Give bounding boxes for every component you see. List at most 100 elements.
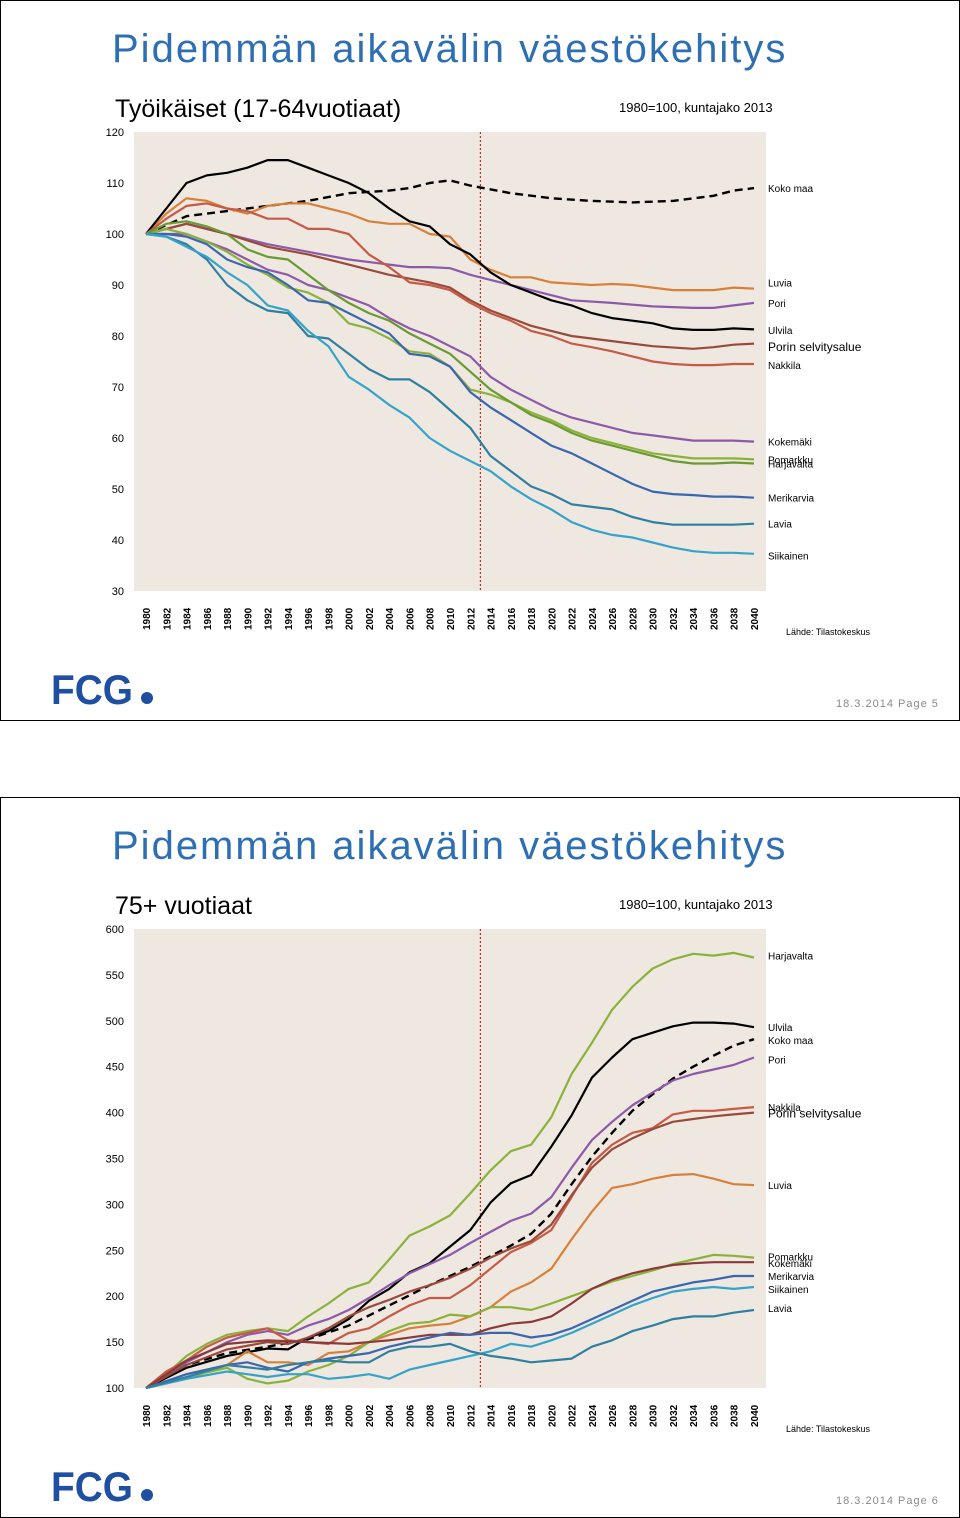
x-tick-label: 2032 bbox=[669, 607, 680, 630]
x-tick-label: 1986 bbox=[203, 607, 214, 630]
chart-75-plus: 75+ vuotiaat 1980=100, kuntajako 2013 100 1… bbox=[106, 892, 871, 1434]
x-tick-label: 2034 bbox=[689, 607, 700, 630]
x-tick-label: 2014 bbox=[487, 1404, 498, 1427]
slide-title: Pidemmän aikavälin väestökehitys bbox=[112, 824, 788, 868]
x-tick-label: 2004 bbox=[385, 1404, 396, 1427]
y-tick-label: 500 bbox=[106, 1016, 124, 1028]
series-label: Kokemäki bbox=[768, 438, 812, 449]
x-tick-label: 2024 bbox=[588, 1404, 599, 1427]
x-tick-label: 2004 bbox=[385, 607, 396, 630]
y-tick-label: 40 bbox=[112, 535, 124, 547]
y-tick-label: 450 bbox=[106, 1062, 124, 1074]
series-line bbox=[145, 1056, 755, 1389]
series-label: Nakkila bbox=[768, 1103, 801, 1114]
series-line bbox=[145, 1285, 755, 1390]
x-tick-label: 1996 bbox=[304, 607, 315, 630]
fcg-logo: FCG bbox=[51, 1468, 153, 1508]
series-label: Koko maa bbox=[768, 184, 813, 195]
x-tick-label: 1988 bbox=[223, 607, 234, 630]
y-tick-label: 30 bbox=[112, 586, 124, 598]
series-label: Nakkila bbox=[768, 361, 801, 372]
x-tick-label: 2022 bbox=[568, 1404, 579, 1427]
x-tick-label: 1980 bbox=[142, 607, 153, 630]
chart-subtitle: 1980=100, kuntajako 2013 bbox=[619, 100, 773, 115]
series-label: Koko maa bbox=[768, 1036, 813, 1047]
series-label: Kokemäki bbox=[768, 1259, 812, 1270]
footer-page-number: Page 5 bbox=[898, 698, 939, 710]
series-line bbox=[145, 220, 755, 465]
series-label: Merikarvia bbox=[768, 1272, 815, 1283]
series-line bbox=[145, 951, 755, 1389]
chart-subtitle: 1980=100, kuntajako 2013 bbox=[619, 897, 773, 912]
series-label: Merikarvia bbox=[768, 494, 815, 505]
y-tick-label: 150 bbox=[106, 1337, 124, 1349]
y-tick-label: 90 bbox=[112, 280, 124, 292]
x-tick-label: 2034 bbox=[689, 1404, 700, 1427]
x-tick-label: 2036 bbox=[709, 1404, 720, 1427]
series-label: Porin selvitysalue bbox=[768, 340, 862, 354]
x-tick-label: 1990 bbox=[243, 1404, 254, 1427]
x-tick-label: 2000 bbox=[345, 607, 356, 630]
x-tick-label: 1994 bbox=[284, 607, 295, 630]
series-line bbox=[145, 1308, 755, 1390]
x-tick-label: 2010 bbox=[446, 607, 457, 630]
series-label: Ulvila bbox=[768, 1023, 793, 1034]
x-tick-label: 2028 bbox=[628, 607, 639, 630]
x-tick-label: 2030 bbox=[649, 607, 660, 630]
series-label: Harjavalta bbox=[768, 952, 813, 963]
y-tick-label: 80 bbox=[112, 331, 124, 343]
x-tick-label: 1980 bbox=[142, 1404, 153, 1427]
x-tick-label: 2032 bbox=[669, 1404, 680, 1427]
x-tick-label: 2040 bbox=[750, 607, 761, 630]
series-label: Pori bbox=[768, 299, 786, 310]
series-line bbox=[145, 222, 755, 309]
series-line bbox=[145, 179, 755, 236]
series-label: Porin selvitysalue bbox=[768, 1107, 862, 1121]
x-tick-label: 1998 bbox=[324, 607, 335, 630]
y-tick-label: 250 bbox=[106, 1245, 124, 1257]
x-tick-label: 2006 bbox=[405, 1404, 416, 1427]
x-tick-label: 2026 bbox=[608, 1404, 619, 1427]
series-line bbox=[145, 1274, 754, 1390]
series-line bbox=[145, 222, 755, 350]
y-tick-label: 350 bbox=[106, 1154, 124, 1166]
svg-text:FCG: FCG bbox=[51, 671, 133, 711]
slide-page-6: Pidemmän aikavälin väestökehitys 75+ vuo… bbox=[0, 797, 960, 1518]
x-tick-label: 2014 bbox=[487, 607, 498, 630]
series-label: Lavia bbox=[768, 1304, 792, 1315]
y-tick-label: 400 bbox=[106, 1108, 124, 1120]
y-tick-label: 110 bbox=[106, 178, 124, 190]
x-tick-label: 2036 bbox=[709, 607, 720, 630]
series-line bbox=[145, 232, 755, 526]
x-tick-label: 1982 bbox=[162, 1404, 173, 1427]
source-note: Lähde: Tilastokeskus bbox=[786, 627, 871, 637]
x-tick-label: 2016 bbox=[507, 1404, 518, 1427]
series-label: Siikainen bbox=[768, 1285, 809, 1296]
x-tick-label: 2018 bbox=[527, 607, 538, 630]
series-line bbox=[145, 1261, 754, 1389]
x-tick-label: 2030 bbox=[649, 1404, 660, 1427]
y-tick-label: 300 bbox=[106, 1199, 124, 1211]
chart-working-age: Työikäiset (17-64vuotiaat) 1980=100, kunt… bbox=[106, 95, 871, 637]
x-tick-label: 2002 bbox=[365, 607, 376, 630]
x-tick-label: 1996 bbox=[304, 1404, 315, 1427]
x-tick-label: 2020 bbox=[547, 607, 558, 630]
x-tick-label: 2002 bbox=[365, 1404, 376, 1427]
series-label: Pori bbox=[768, 1055, 786, 1066]
slide-page-5: Pidemmän aikavälin väestökehitys Työikäi… bbox=[0, 0, 960, 721]
series-label: Ulvila bbox=[768, 326, 793, 337]
y-tick-label: 60 bbox=[112, 433, 124, 445]
series-line bbox=[146, 232, 755, 443]
y-tick-label: 200 bbox=[106, 1291, 124, 1303]
fcg-logo: FCG bbox=[51, 671, 153, 711]
x-tick-label: 2012 bbox=[466, 1404, 477, 1427]
series-line bbox=[145, 232, 755, 555]
x-tick-label: 1992 bbox=[264, 607, 275, 630]
x-tick-label: 2016 bbox=[507, 607, 518, 630]
x-tick-label: 2020 bbox=[547, 1404, 558, 1427]
x-tick-label: 1984 bbox=[183, 1404, 194, 1427]
x-tick-label: 2038 bbox=[730, 607, 741, 630]
x-tick-label: 2040 bbox=[750, 1404, 761, 1427]
x-tick-label: 2008 bbox=[426, 1404, 437, 1427]
footer-date: 18.3.2014 bbox=[836, 698, 894, 710]
